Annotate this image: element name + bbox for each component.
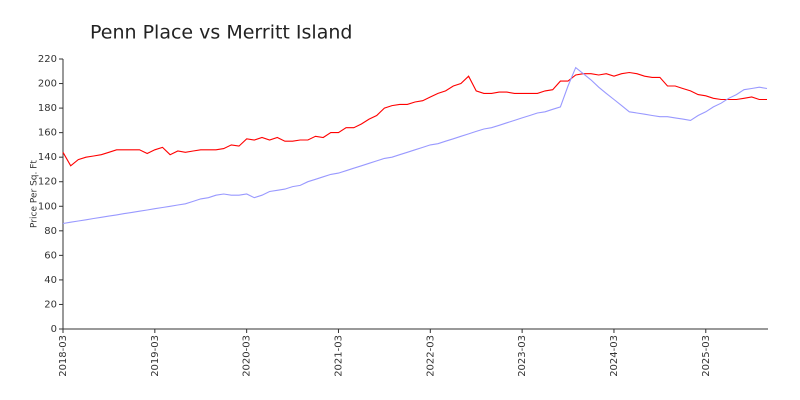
- y-tick-label: 0: [51, 324, 57, 335]
- y-tick-label: 20: [44, 299, 57, 310]
- y-tick-label: 160: [38, 128, 57, 139]
- series-line: [62, 66, 768, 225]
- y-tick-label: 40: [44, 275, 57, 286]
- x-tick-label: 2022-03: [425, 335, 436, 377]
- x-tick-label: 2024-03: [609, 335, 620, 377]
- y-tick-label: 220: [38, 54, 57, 65]
- x-tick-label: 2018-03: [58, 335, 69, 377]
- y-tick-label: 120: [38, 177, 57, 188]
- y-tick-label: 180: [38, 103, 57, 114]
- x-tick-label: 2020-03: [242, 335, 253, 377]
- y-tick-label: 140: [38, 152, 57, 163]
- chart-title: Penn Place vs Merritt Island: [90, 22, 352, 44]
- x-tick-label: 2019-03: [150, 335, 161, 377]
- x-tick-label: 2025-03: [701, 335, 712, 377]
- series-line: [62, 71, 767, 167]
- y-axis-label: Price Per Sq. Ft: [30, 160, 40, 228]
- x-tick-label: 2023-03: [517, 335, 528, 377]
- y-tick-label: 80: [44, 226, 57, 237]
- y-tick-label: 200: [38, 79, 57, 90]
- y-tick-label: 60: [44, 250, 57, 261]
- y-tick-label: 100: [38, 201, 57, 212]
- x-tick-label: 2021-03: [333, 335, 344, 377]
